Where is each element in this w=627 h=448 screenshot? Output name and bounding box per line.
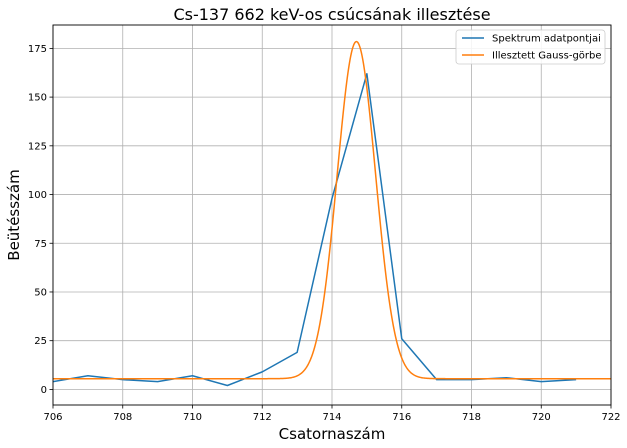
y-axis: 0 25 50 75 100 125 150 175 [28,44,53,396]
x-axis: 706 708 710 712 714 716 718 720 722 [43,405,621,423]
x-tick-label: 718 [462,412,481,423]
x-tick-label: 710 [183,412,202,423]
x-tick-label: 712 [253,412,272,423]
y-tick-label: 175 [28,44,47,55]
x-axis-label: Csatornaszám [279,425,386,443]
x-tick-label: 706 [43,412,62,423]
y-tick-label: 150 [28,93,47,104]
x-tick-label: 720 [532,412,551,423]
x-tick-label: 716 [392,412,411,423]
y-tick-label: 75 [34,239,47,250]
x-tick-label: 708 [113,412,132,423]
y-axis-label: Beütésszám [5,169,23,260]
y-tick-label: 100 [28,190,47,201]
legend: Spektrum adatpontjai Illesztett Gauss-gö… [455,29,606,65]
legend-box [455,29,606,65]
series-line-gaussian-fit [53,40,611,380]
legend-label-spectrum: Spektrum adatpontjai [492,34,601,45]
legend-label-gaussian: Illesztett Gauss-görbe [492,51,602,62]
plot-series [53,40,611,387]
chart-title: Cs-137 662 keV-os csúcsának illesztése [173,5,490,24]
x-tick-label: 722 [601,412,620,423]
y-tick-label: 50 [34,287,47,298]
y-tick-label: 0 [41,385,47,396]
x-tick-label: 714 [322,412,341,423]
y-tick-label: 125 [28,141,47,152]
y-tick-label: 25 [34,336,47,347]
